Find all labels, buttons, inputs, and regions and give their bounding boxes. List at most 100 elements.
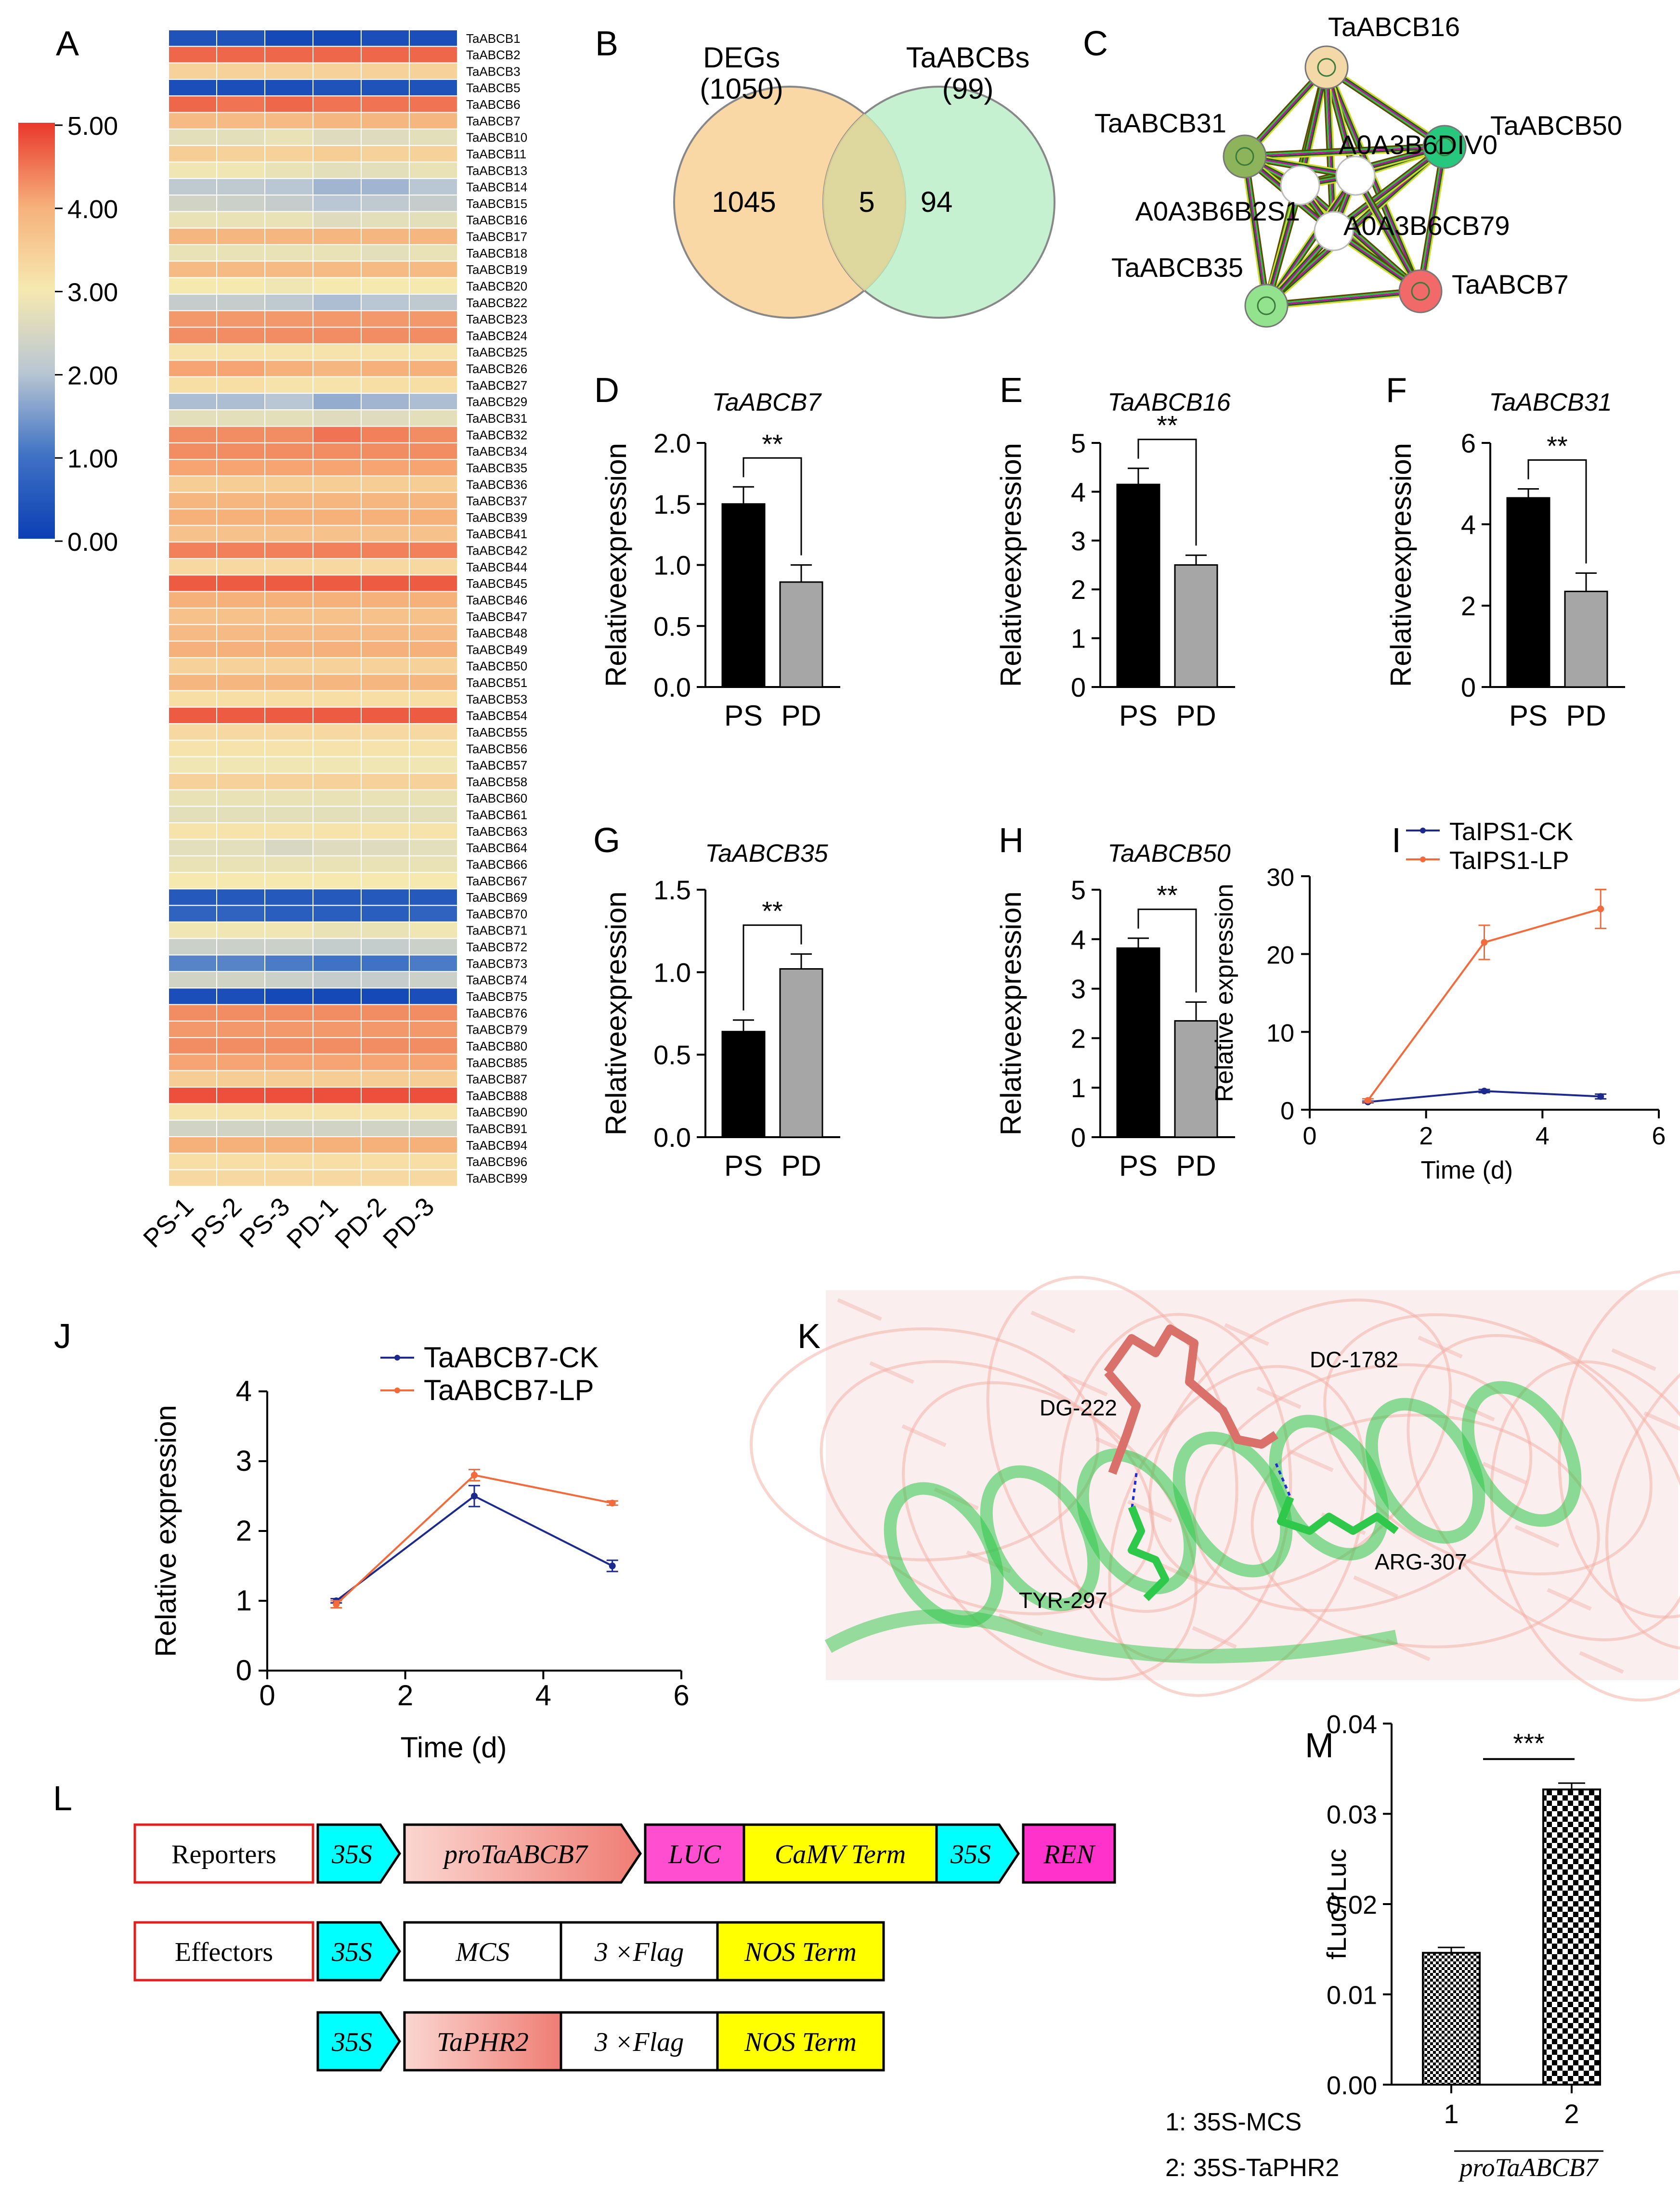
heatmap-cell	[216, 739, 265, 757]
heatmap-cell	[361, 492, 410, 510]
heatmap-row-label: TaABCB72	[466, 940, 527, 954]
residue-stick	[1128, 1505, 1169, 1601]
residue-stick	[1277, 1496, 1399, 1535]
network-node-label: TaABCB16	[1328, 12, 1460, 42]
heatmap-cell	[168, 773, 217, 791]
heatmap-cell	[313, 161, 362, 179]
x-tick-label: 2	[1564, 2099, 1579, 2129]
dna-base	[1579, 1651, 1624, 1674]
panel-letter-h: H	[999, 821, 1024, 860]
dna-base	[1127, 1500, 1172, 1523]
heatmap-cell	[168, 674, 217, 691]
heatmap-row-label: TaABCB20	[466, 279, 527, 293]
heatmap-row-label: TaABCB5	[466, 81, 521, 95]
protein-loop	[824, 1609, 1398, 1664]
bar	[779, 581, 823, 688]
heatmap-row-label: TaABCB47	[466, 610, 527, 624]
heatmap-cell	[168, 326, 217, 344]
heatmap-cell	[168, 1037, 217, 1055]
heatmap-cell	[264, 872, 313, 890]
heatmap-cell	[409, 475, 458, 493]
heatmap-cell	[168, 938, 217, 956]
heatmap-cell	[264, 112, 313, 130]
heatmap-cell	[264, 29, 313, 47]
heatmap-cell	[264, 541, 313, 559]
network-edge	[1328, 64, 1447, 145]
heatmap-cell	[216, 145, 265, 163]
heatmap-cell	[361, 360, 410, 377]
heatmap-cell	[216, 574, 265, 592]
heatmap-cell	[168, 492, 217, 510]
heatmap-cell	[361, 624, 410, 642]
legend-label: TaIPS1-LP	[1449, 847, 1569, 875]
heatmap-row-label: TaABCB56	[466, 741, 527, 756]
hydrogen-bond	[1275, 1463, 1292, 1498]
heatmap-cell	[409, 1004, 458, 1022]
network-edge	[1417, 146, 1443, 291]
network-edge	[1264, 174, 1355, 306]
heatmap-cell	[361, 839, 410, 856]
panel-m-bar-chart: 0.00 0.01 0.02 0.03 0.04 fLuc/rLuc 1 2 *** proTaA…	[1165, 1710, 1603, 2182]
network-edge	[1324, 69, 1444, 150]
heatmap-row-label: TaABCB48	[466, 626, 527, 640]
heatmap-cell	[313, 690, 362, 708]
heatmap-cell	[409, 492, 458, 510]
network-node-structure	[1411, 282, 1430, 301]
significance-bracket	[1137, 439, 1197, 546]
construct-element-label: 35S	[331, 1840, 372, 1869]
heatmap-cell	[168, 459, 217, 477]
bar	[1174, 1020, 1218, 1138]
heatmap-cell	[313, 723, 362, 741]
heatmap-cell	[264, 508, 313, 526]
network-edge	[1357, 174, 1424, 290]
heatmap-cell	[264, 62, 313, 80]
heatmap-cell	[313, 508, 362, 526]
heatmap-row-label: TaABCB64	[466, 841, 527, 855]
heatmap-cell	[216, 789, 265, 807]
heatmap-cell	[168, 723, 217, 741]
heatmap-cell	[264, 905, 313, 922]
heatmap-cell	[313, 1119, 362, 1138]
heatmap-cell	[313, 62, 362, 80]
residue-label: ARG-307	[1375, 1549, 1467, 1574]
heatmap-cell	[361, 326, 410, 344]
heatmap-cell	[313, 938, 362, 956]
heatmap-cell	[313, 426, 362, 443]
legend-marker	[1420, 856, 1426, 862]
y-axis-label: Relative expression	[1211, 884, 1238, 1102]
heatmap-cell	[409, 178, 458, 196]
heatmap-cell	[409, 1119, 458, 1138]
heatmap-cell	[361, 161, 410, 179]
heatmap-cell	[361, 145, 410, 163]
heatmap-cell	[313, 244, 362, 262]
heatmap-cell	[313, 277, 362, 295]
heatmap-cell	[361, 591, 410, 609]
venn-count-left: 1045	[712, 186, 776, 218]
heatmap-cell	[264, 674, 313, 691]
bar	[1116, 947, 1160, 1138]
network-edge	[1327, 65, 1446, 146]
heatmap-cell	[313, 921, 362, 939]
heatmap-cell	[216, 128, 265, 146]
heatmap-cell	[313, 1169, 362, 1187]
heatmap-cell	[216, 805, 265, 824]
heatmap-cell	[216, 1169, 265, 1187]
y-tick-label: 6	[1461, 428, 1476, 458]
heatmap-cell	[313, 756, 362, 774]
network-edge	[1247, 156, 1270, 306]
heatmap-cell	[216, 971, 265, 989]
heatmap-cell	[264, 211, 313, 229]
heatmap-cell	[216, 987, 265, 1005]
heatmap-cell	[361, 409, 410, 427]
heatmap-cell	[409, 1037, 458, 1055]
heatmap-row-label: TaABCB24	[466, 328, 527, 343]
dna-base	[1224, 1323, 1269, 1346]
dna-base	[1289, 1449, 1334, 1472]
heatmap-cell	[264, 805, 313, 824]
heatmap-row-label: TaABCB34	[466, 444, 527, 459]
bar-chart-h: 0 1 2 3 4 5 Relativeexpression TaABCB50 PS PD **	[995, 840, 1235, 1182]
line-chart-j: 0 1 2 3 4 0 2 4 6 Time (d) Relative expression TaAB…	[150, 1341, 690, 1764]
heatmap-cell	[168, 1136, 217, 1154]
heatmap-row-label: TaABCB3	[466, 64, 521, 78]
heatmap-cell	[216, 459, 265, 477]
